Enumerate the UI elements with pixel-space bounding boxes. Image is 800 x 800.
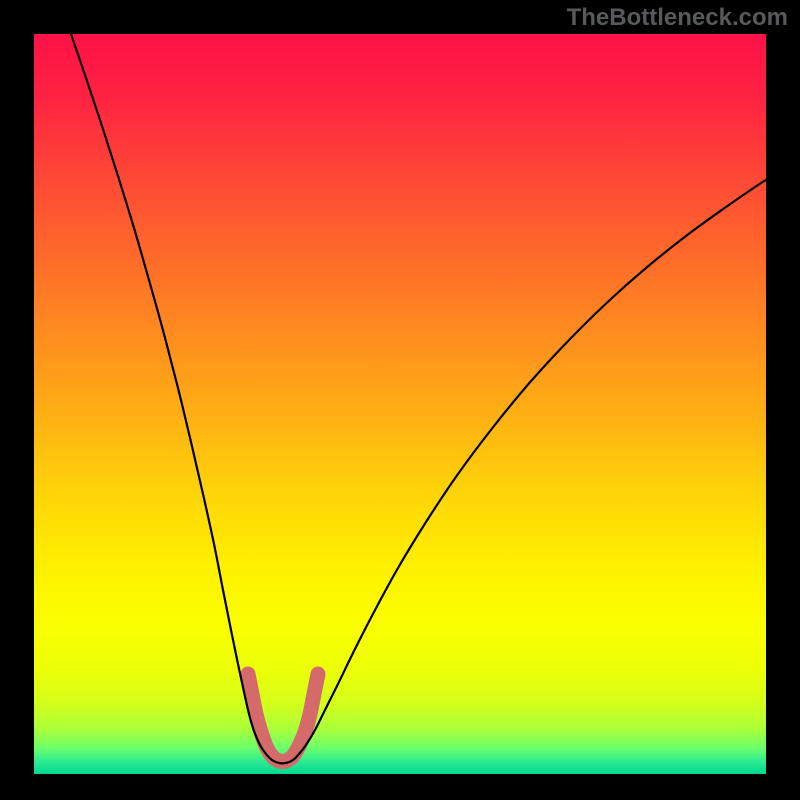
plot-svg [34, 34, 766, 774]
watermark-text: TheBottleneck.com [567, 4, 788, 32]
plot-area [34, 34, 766, 774]
gradient-background [34, 34, 766, 774]
